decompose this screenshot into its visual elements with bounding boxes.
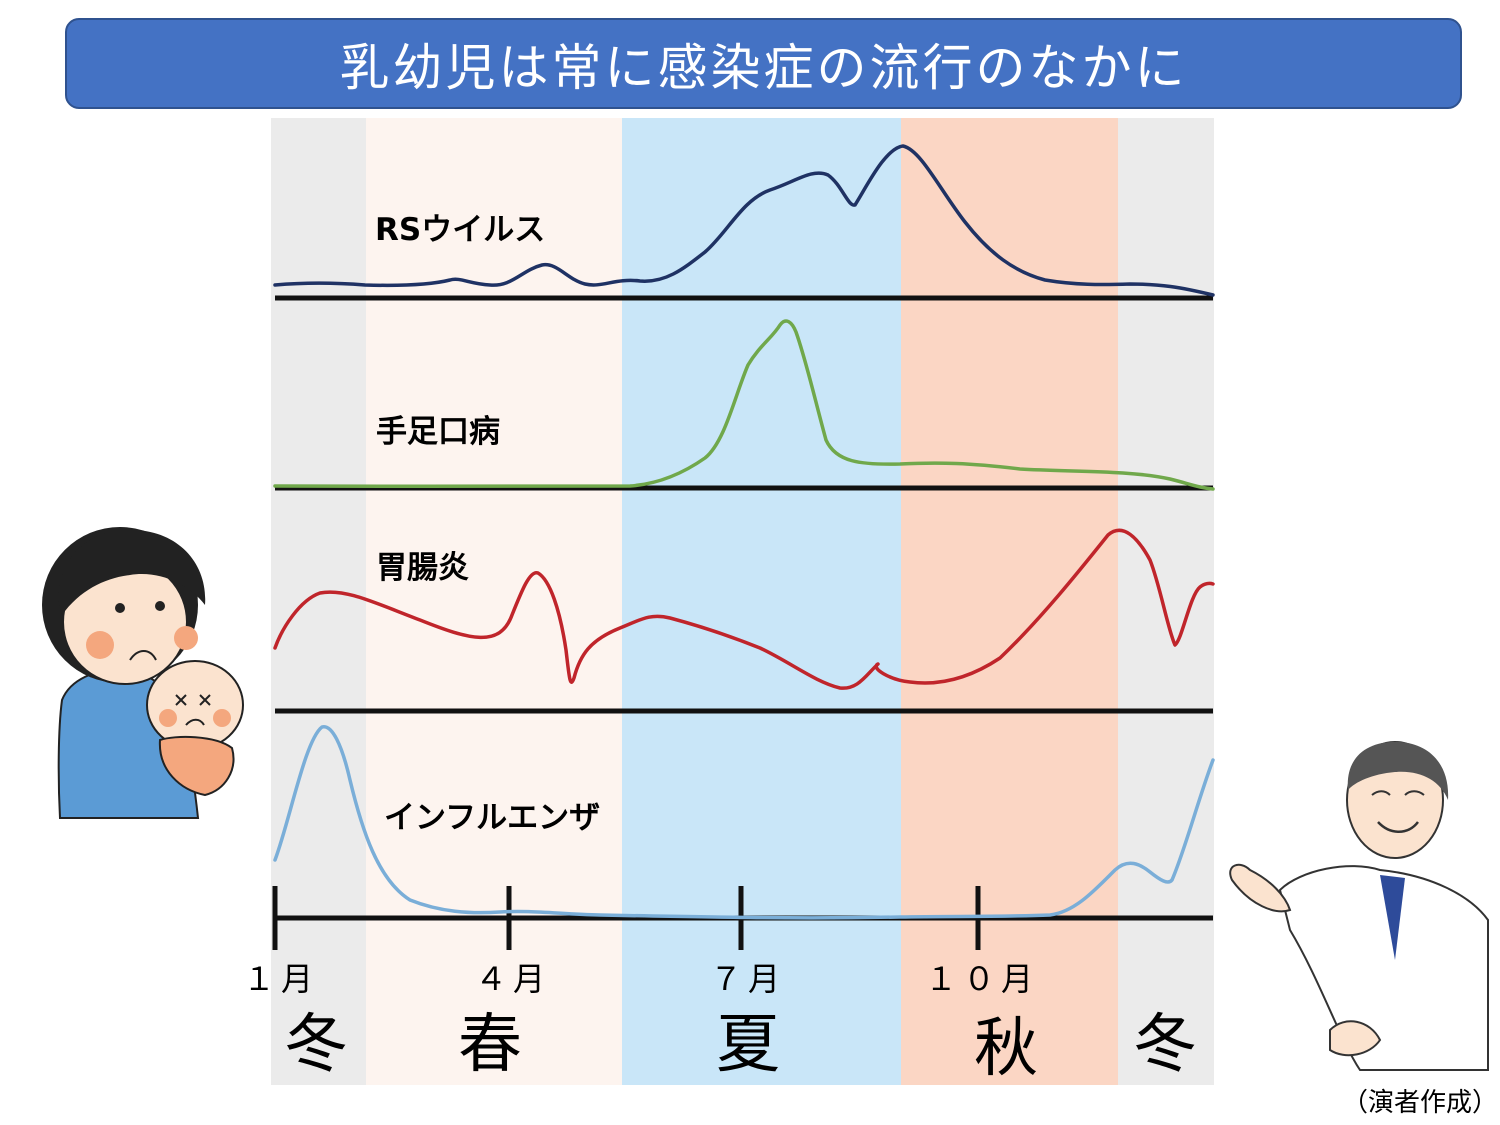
season-label-winter-late: 冬 xyxy=(1133,1008,1197,1082)
season-band-autumn xyxy=(901,118,1118,1085)
month-label-oct: １０月 xyxy=(925,960,1039,998)
label-hand-foot-mouth: 手足口病 xyxy=(376,414,500,450)
page-title: 乳幼児は常に感染症の流行のなかに xyxy=(339,38,1188,97)
season-label-winter-early: 冬 xyxy=(284,1008,348,1082)
label-rs-virus: RSウイルス xyxy=(375,212,545,248)
month-label-apr: ４月 xyxy=(475,960,551,998)
source-credit: （演者作成） xyxy=(1342,1088,1499,1118)
label-influenza: インフルエンザ xyxy=(384,800,600,836)
season-band-winter-early xyxy=(271,118,366,1085)
hand-foot-mouth-curve xyxy=(273,319,1215,491)
month-label-jul: ７月 xyxy=(710,960,786,998)
month-label-jan: １月 xyxy=(243,960,319,998)
season-label-spring: 春 xyxy=(458,1008,522,1082)
season-label-autumn: 秋 xyxy=(974,1012,1038,1086)
influenza-curve xyxy=(273,725,1215,920)
label-gastroenteritis: 胃腸炎 xyxy=(376,550,469,586)
caregiver-with-baby-illustration xyxy=(42,527,244,819)
rs-virus-curve xyxy=(273,144,1215,297)
presenting-doctor-illustration xyxy=(1229,741,1489,1071)
season-band-winter-late xyxy=(1118,118,1214,1085)
title-banner: 乳幼児は常に感染症の流行のなかに xyxy=(65,18,1462,109)
season-band-spring xyxy=(366,118,622,1085)
season-band-summer xyxy=(622,118,901,1085)
gastroenteritis-curve xyxy=(273,528,1215,690)
season-label-summer: 夏 xyxy=(716,1008,780,1082)
